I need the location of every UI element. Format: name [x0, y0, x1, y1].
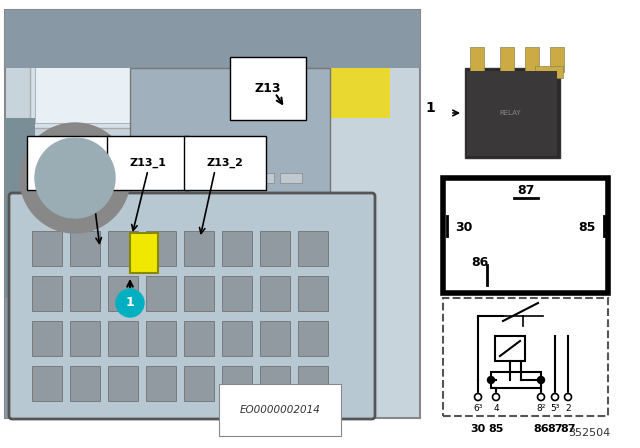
FancyBboxPatch shape [70, 276, 100, 311]
FancyBboxPatch shape [140, 173, 162, 183]
FancyBboxPatch shape [184, 321, 214, 356]
Text: 8²: 8² [536, 404, 546, 413]
Text: 86: 86 [471, 257, 488, 270]
Circle shape [488, 376, 495, 383]
FancyBboxPatch shape [32, 276, 62, 311]
FancyBboxPatch shape [130, 233, 158, 273]
FancyBboxPatch shape [298, 276, 328, 311]
FancyBboxPatch shape [196, 173, 218, 183]
FancyBboxPatch shape [298, 231, 328, 266]
FancyBboxPatch shape [70, 231, 100, 266]
FancyBboxPatch shape [32, 321, 62, 356]
FancyBboxPatch shape [168, 173, 190, 183]
FancyBboxPatch shape [184, 231, 214, 266]
Circle shape [474, 393, 481, 401]
Text: 87: 87 [560, 424, 576, 434]
FancyBboxPatch shape [5, 298, 105, 418]
FancyBboxPatch shape [443, 298, 608, 416]
FancyBboxPatch shape [5, 118, 35, 418]
FancyBboxPatch shape [184, 366, 214, 401]
FancyBboxPatch shape [525, 47, 539, 72]
Text: Z13_4: Z13_4 [49, 158, 86, 168]
Text: 87: 87 [517, 184, 534, 197]
FancyBboxPatch shape [252, 173, 274, 183]
Text: RELAY: RELAY [499, 110, 521, 116]
Text: 87: 87 [547, 424, 563, 434]
Text: 30: 30 [470, 424, 486, 434]
Circle shape [552, 393, 559, 401]
FancyBboxPatch shape [146, 366, 176, 401]
FancyBboxPatch shape [260, 321, 290, 356]
Circle shape [35, 138, 115, 218]
Text: EO0000002014: EO0000002014 [239, 405, 321, 415]
Text: 5³: 5³ [550, 404, 560, 413]
Circle shape [538, 376, 545, 383]
Text: 352504: 352504 [568, 428, 610, 438]
FancyBboxPatch shape [550, 47, 564, 72]
FancyBboxPatch shape [32, 366, 62, 401]
FancyBboxPatch shape [465, 68, 560, 158]
FancyBboxPatch shape [230, 48, 390, 118]
FancyBboxPatch shape [9, 193, 375, 419]
FancyBboxPatch shape [146, 231, 176, 266]
Text: 1: 1 [125, 297, 134, 310]
FancyBboxPatch shape [222, 231, 252, 266]
FancyBboxPatch shape [70, 321, 100, 356]
Text: 6³: 6³ [474, 404, 483, 413]
FancyBboxPatch shape [184, 276, 214, 311]
Text: 85: 85 [579, 221, 596, 234]
Text: 4: 4 [493, 404, 499, 413]
Circle shape [116, 289, 144, 317]
Text: 30: 30 [455, 221, 472, 234]
FancyBboxPatch shape [443, 178, 608, 293]
FancyBboxPatch shape [5, 10, 420, 58]
Circle shape [493, 393, 499, 401]
FancyBboxPatch shape [222, 276, 252, 311]
FancyBboxPatch shape [146, 321, 176, 356]
FancyBboxPatch shape [224, 173, 246, 183]
Text: 2: 2 [565, 404, 571, 413]
FancyBboxPatch shape [222, 321, 252, 356]
FancyBboxPatch shape [5, 10, 420, 418]
FancyBboxPatch shape [467, 71, 557, 156]
FancyBboxPatch shape [491, 372, 541, 388]
FancyBboxPatch shape [280, 173, 302, 183]
FancyBboxPatch shape [5, 10, 420, 68]
FancyBboxPatch shape [32, 231, 62, 266]
FancyBboxPatch shape [260, 366, 290, 401]
FancyBboxPatch shape [535, 66, 563, 78]
FancyBboxPatch shape [260, 231, 290, 266]
Text: Z13: Z13 [255, 82, 281, 95]
FancyBboxPatch shape [30, 43, 160, 128]
Text: 85: 85 [488, 424, 504, 434]
FancyBboxPatch shape [35, 48, 155, 123]
FancyBboxPatch shape [70, 366, 100, 401]
Circle shape [564, 393, 572, 401]
FancyBboxPatch shape [495, 336, 525, 361]
FancyBboxPatch shape [500, 47, 514, 72]
Text: 86: 86 [533, 424, 549, 434]
FancyBboxPatch shape [298, 366, 328, 401]
Text: Z13_1: Z13_1 [129, 158, 166, 168]
FancyBboxPatch shape [130, 68, 330, 198]
FancyBboxPatch shape [108, 231, 138, 266]
Circle shape [20, 123, 130, 233]
FancyBboxPatch shape [108, 366, 138, 401]
Text: 1: 1 [425, 101, 435, 115]
Circle shape [538, 393, 545, 401]
FancyBboxPatch shape [146, 276, 176, 311]
Text: Z13_2: Z13_2 [207, 158, 243, 168]
FancyBboxPatch shape [108, 276, 138, 311]
FancyBboxPatch shape [470, 47, 484, 72]
FancyBboxPatch shape [108, 321, 138, 356]
FancyBboxPatch shape [260, 276, 290, 311]
FancyBboxPatch shape [222, 366, 252, 401]
FancyBboxPatch shape [298, 321, 328, 356]
